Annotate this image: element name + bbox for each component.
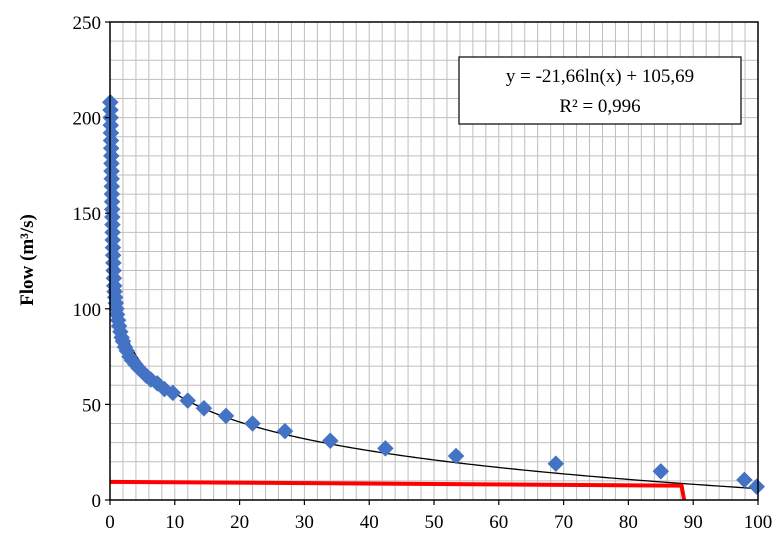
- data-point: [321, 432, 339, 450]
- x-tick-label: 50: [425, 512, 444, 533]
- x-tick-label: 30: [295, 512, 314, 533]
- x-tick-label: 10: [165, 512, 184, 533]
- data-point: [652, 462, 670, 480]
- x-tick-label: 40: [360, 512, 379, 533]
- data-point: [377, 440, 394, 457]
- data-point: [195, 399, 213, 417]
- data-points: [101, 93, 766, 495]
- x-tick-label: 60: [489, 512, 508, 533]
- x-tick-label: 20: [230, 512, 249, 533]
- y-tick-label: 100: [73, 300, 102, 321]
- data-point: [736, 471, 753, 489]
- threshold-red-line: [109, 479, 687, 501]
- equation-box: y = -21,66ln(x) + 105,69 R² = 0,996: [458, 56, 742, 125]
- x-tick-labels: 0 10 20 30 40 50 60 70 80 90 100: [105, 500, 772, 533]
- r-squared-value: R² = 0,996: [559, 96, 640, 117]
- threshold-line: [109, 479, 687, 501]
- data-point: [276, 422, 294, 440]
- y-tick-label: 250: [73, 13, 102, 34]
- y-tick-labels: 0 50 100 150 200 250: [73, 13, 110, 512]
- data-point: [179, 392, 197, 409]
- data-point: [164, 384, 182, 402]
- y-axis-label: Flow (m³/s): [17, 214, 38, 306]
- x-tick-label: 100: [744, 512, 773, 533]
- trendline-equation: y = -21,66ln(x) + 105,69: [506, 66, 694, 87]
- equation-box-frame: [458, 56, 742, 125]
- data-point: [748, 478, 766, 495]
- x-tick-label: 90: [684, 512, 703, 533]
- data-point: [244, 415, 261, 432]
- x-tick-label: 80: [619, 512, 638, 533]
- y-tick-label: 0: [92, 491, 102, 512]
- y-tick-label: 150: [73, 204, 102, 225]
- y-tick-label: 50: [82, 395, 101, 416]
- x-tick-label: 0: [105, 512, 115, 533]
- data-point: [447, 447, 465, 465]
- x-tick-label: 70: [554, 512, 573, 533]
- data-point: [547, 455, 565, 473]
- data-point: [217, 407, 235, 425]
- y-tick-label: 200: [73, 109, 102, 130]
